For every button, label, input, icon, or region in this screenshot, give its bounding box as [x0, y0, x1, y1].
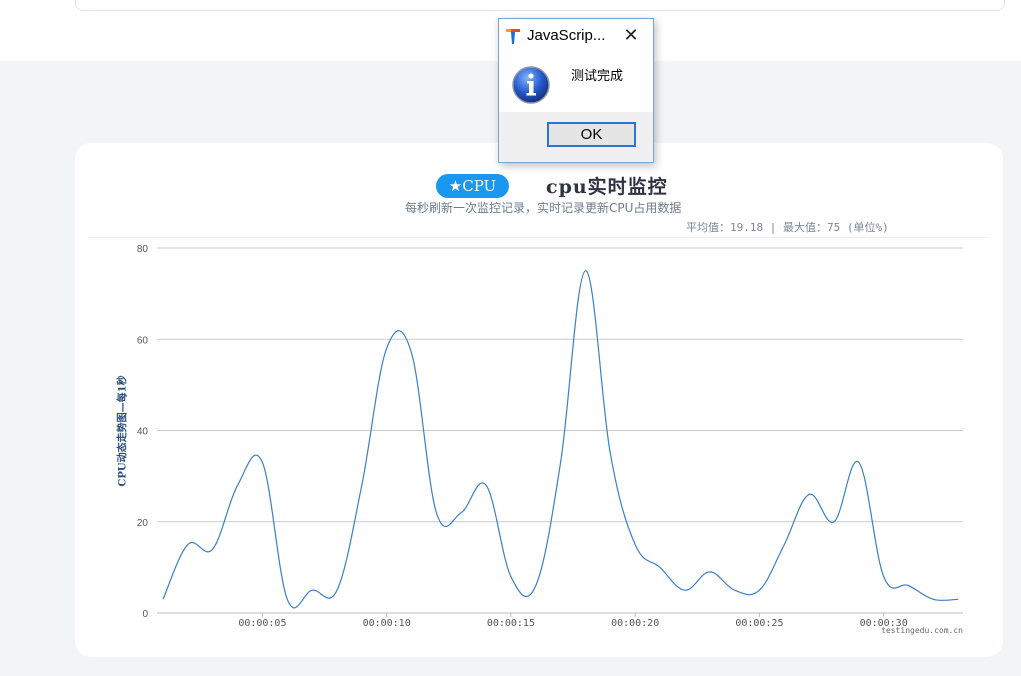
chart-title: cpu实时监控: [546, 176, 668, 198]
close-icon[interactable]: ✕: [623, 25, 639, 46]
info-icon: [512, 66, 550, 104]
cpu-chart-card: [75, 143, 1003, 657]
x-tick-label: 00:00:05: [238, 618, 286, 629]
cpu-series-line: [162, 270, 959, 609]
y-tick-label: 60: [137, 335, 149, 346]
y-tick-label: 40: [137, 427, 149, 438]
testingedu-logo-icon: [506, 29, 520, 44]
x-tick-label: 00:00:30: [860, 618, 908, 629]
cpu-badge: ★CPU: [436, 174, 509, 198]
ok-button[interactable]: OK: [547, 122, 636, 147]
dialog-body: 测试完成: [499, 52, 653, 112]
y-tick-label: 20: [137, 518, 149, 529]
y-tick-label: 80: [137, 244, 149, 255]
dialog-titlebar: JavaScrip... ✕: [499, 19, 653, 52]
dialog-title: JavaScrip...: [527, 27, 606, 44]
x-tick-label: 00:00:20: [611, 618, 659, 629]
x-tick-label: 00:00:25: [735, 618, 783, 629]
header-divider: [88, 237, 988, 238]
dialog-message: 测试完成: [571, 69, 624, 84]
x-tick-label: 00:00:10: [363, 618, 411, 629]
alert-dialog: JavaScrip... ✕ 测试完成 OK: [498, 18, 654, 163]
chart-subtitle: 每秒刷新一次监控记录，实时记录更新CPU占用数据: [405, 201, 682, 215]
stats-summary: 平均值：19.18 | 最大值：75 (单位%): [686, 221, 889, 234]
chart-watermark: testingedu.com.cn: [881, 626, 963, 635]
y-tick-label: 0: [142, 609, 148, 620]
previous-panel: [75, 0, 1005, 11]
x-tick-label: 00:00:15: [487, 618, 535, 629]
